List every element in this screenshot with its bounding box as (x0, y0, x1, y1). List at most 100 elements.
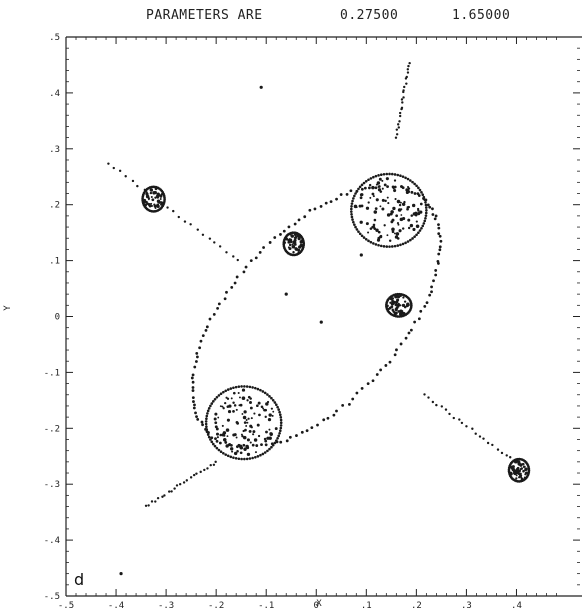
cluster-point (397, 302, 400, 306)
cluster-point (407, 226, 411, 230)
x-tick-label: -.2 (208, 601, 224, 610)
ring-point (259, 453, 262, 457)
cluster-point (365, 222, 369, 226)
cluster-point (509, 471, 513, 475)
ring-point (266, 449, 269, 453)
ring-point (271, 398, 275, 402)
ring-point (251, 456, 254, 460)
cluster-point (241, 435, 244, 438)
cluster-point (402, 227, 405, 230)
x-tick-label: 0 (314, 601, 319, 610)
ring-point (210, 440, 214, 444)
cluster-point (245, 444, 249, 449)
ring-point (374, 174, 378, 178)
ring-point (302, 244, 305, 247)
y-tick-label: .4 (49, 89, 60, 99)
ring-point (229, 455, 233, 459)
cluster-point (380, 236, 383, 239)
cluster-point (143, 203, 147, 207)
cluster-point (236, 450, 239, 453)
cluster-point (386, 234, 389, 237)
spine-point (175, 484, 179, 487)
ring-point (413, 182, 416, 186)
ellipse-point (195, 360, 198, 363)
ellipse-point (409, 328, 413, 332)
cluster-point (358, 204, 362, 208)
spine-point (403, 85, 406, 89)
cluster-point (300, 239, 303, 242)
ellipse-point (282, 229, 286, 233)
ring-point (417, 231, 420, 235)
ellipse-point (230, 285, 234, 289)
cluster-point (373, 210, 378, 214)
cluster-point (241, 413, 244, 415)
ring-point (205, 417, 208, 420)
cluster-point (295, 233, 298, 236)
cluster-point (229, 447, 234, 451)
spine-point (189, 476, 193, 479)
ellipse-point (223, 297, 227, 301)
cluster-point (258, 413, 261, 417)
cluster-point (519, 472, 522, 475)
cluster-point (143, 200, 146, 203)
cluster-point (156, 203, 160, 207)
spine-point (402, 90, 405, 94)
y-tick-label: -.2 (44, 424, 60, 434)
data-points (107, 61, 531, 576)
y-tick-label: .3 (49, 145, 60, 155)
ring-point (234, 456, 238, 460)
ellipse-point (437, 232, 441, 236)
ellipse-point (366, 382, 370, 386)
ring-point (393, 173, 397, 176)
ring-point (385, 245, 389, 248)
ellipse-point (190, 376, 194, 380)
ellipse-point (201, 423, 204, 427)
spine-point (471, 427, 474, 430)
ring-point (422, 195, 426, 199)
ring-point (360, 183, 364, 187)
ring-point (424, 200, 427, 204)
ring-point (396, 244, 400, 247)
ring-point (212, 400, 215, 403)
spine-point (203, 468, 206, 472)
cluster-point (518, 476, 521, 479)
cluster-point (400, 208, 403, 211)
ellipse-point (195, 351, 199, 355)
ring-point (377, 243, 380, 247)
ellipse-point (426, 203, 430, 207)
spine-point (189, 223, 192, 226)
cluster-point (385, 177, 389, 181)
ellipse-point (437, 226, 441, 230)
cluster-point (291, 243, 294, 246)
ellipse-point (191, 396, 195, 400)
ring-point (420, 226, 423, 230)
ellipse-point (428, 205, 432, 209)
cluster-point (235, 408, 238, 411)
spine-point (206, 467, 209, 470)
ring-point (355, 228, 359, 231)
ellipse-point (428, 293, 432, 297)
ellipse-point (262, 246, 265, 249)
ellipse-point (205, 325, 209, 329)
ellipse-point (313, 207, 317, 211)
cluster-point (244, 428, 247, 432)
cluster-point (523, 476, 526, 479)
spine-point (427, 396, 430, 399)
cluster-point (287, 240, 291, 244)
cluster-point (150, 202, 153, 205)
spine-point (405, 82, 408, 85)
ring-point (424, 203, 428, 207)
ellipse-point (279, 233, 282, 236)
ring-point (261, 452, 265, 456)
spine-point (435, 403, 438, 407)
ellipse-point (229, 443, 233, 447)
cluster-point (292, 251, 295, 254)
isolated-point (259, 85, 263, 89)
ellipse-point (273, 236, 277, 239)
cluster-point (406, 207, 409, 211)
cluster-point (224, 401, 227, 405)
cluster-point (386, 213, 391, 217)
ring-point (420, 191, 423, 194)
ring-point (377, 174, 380, 177)
x-tick-label: -.4 (108, 601, 124, 610)
